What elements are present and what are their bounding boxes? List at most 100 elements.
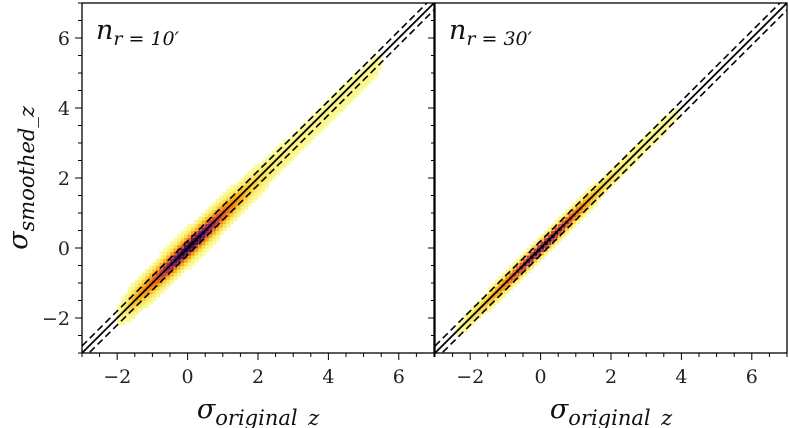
- density-cell: [596, 181, 602, 186]
- density-cell: [456, 325, 461, 330]
- density-cell: [229, 216, 234, 221]
- density-cell: [148, 279, 153, 284]
- density-cell: [533, 262, 538, 267]
- density-cell: [537, 237, 542, 242]
- density-cell: [145, 290, 150, 295]
- density-cell: [565, 213, 570, 218]
- density-cell: [201, 248, 206, 253]
- density-cell: [258, 167, 263, 172]
- density-cell: [611, 171, 616, 176]
- density-cell: [533, 255, 538, 260]
- density-cell: [194, 234, 199, 239]
- density-cell: [222, 192, 227, 197]
- density-cell: [603, 188, 609, 193]
- density-cell: [456, 332, 461, 337]
- density-cell: [170, 265, 175, 270]
- density-cell: [670, 111, 675, 116]
- density-cell: [618, 174, 623, 179]
- density-cell: [314, 122, 319, 127]
- density-cell: [646, 136, 651, 141]
- density-cell: [289, 157, 294, 162]
- density-cell: [338, 108, 344, 113]
- density-cell: [265, 171, 270, 176]
- density-cell: [494, 300, 499, 305]
- density-cell: [180, 262, 185, 267]
- density-cell: [159, 276, 164, 281]
- x-tick-label: 6: [746, 366, 758, 388]
- density-cell: [226, 202, 231, 207]
- density-cell: [180, 244, 185, 249]
- density-cell: [561, 220, 566, 225]
- dashed-offset-line: [82, 3, 429, 347]
- density-cell: [317, 111, 322, 116]
- density-cell: [335, 104, 340, 109]
- density-cell: [611, 178, 616, 183]
- density-cell: [254, 195, 259, 200]
- density-cell: [575, 199, 580, 204]
- density-cell: [173, 248, 178, 253]
- density-cell: [194, 227, 199, 232]
- panel-left: −2 0 2 4 6 −2 0 2 4 6 nr = 10′: [42, 2, 435, 388]
- density-cell: [501, 279, 506, 284]
- density-cell: [187, 251, 192, 256]
- density-cell: [145, 272, 150, 277]
- density-cell: [582, 213, 587, 218]
- density-cell: [547, 248, 552, 253]
- density-cell: [134, 286, 139, 291]
- density-cell: [219, 223, 224, 228]
- density-cell: [155, 290, 161, 295]
- x-axis-label-right: σoriginal_z: [550, 394, 673, 428]
- density-cell: [279, 150, 284, 155]
- density-cell: [215, 234, 220, 239]
- density-cell: [498, 290, 503, 295]
- density-cell: [275, 146, 280, 151]
- density-cell: [261, 174, 266, 179]
- density-cell: [466, 321, 471, 326]
- density-cell: [642, 150, 647, 155]
- density-cell: [134, 300, 139, 305]
- density-cell: [614, 174, 619, 179]
- density-cell: [170, 241, 175, 246]
- density-cell: [138, 297, 143, 302]
- density-cell: [480, 307, 485, 312]
- density-cell: [222, 195, 227, 200]
- y-tick-label: 4: [58, 98, 70, 120]
- panel-label-sub-right: r = 30′: [466, 28, 532, 50]
- density-cell: [286, 150, 291, 155]
- density-cell: [554, 227, 559, 232]
- density-cell: [247, 188, 252, 193]
- density-cell: [575, 206, 580, 211]
- density-cell: [558, 237, 563, 242]
- density-cell: [642, 139, 647, 144]
- density-cell: [342, 94, 347, 99]
- density-cell: [572, 220, 577, 225]
- density-cell: [201, 227, 206, 232]
- density-cell: [191, 255, 196, 260]
- density-cell: [565, 227, 570, 232]
- density-cell: [331, 111, 337, 116]
- density-cell: [544, 251, 549, 256]
- density-cell: [134, 283, 139, 288]
- density-cell: [226, 192, 231, 197]
- density-cell: [152, 297, 157, 302]
- density-cell: [338, 90, 344, 95]
- density-cell: [198, 255, 203, 260]
- density-cell: [459, 328, 464, 333]
- density-cell: [134, 311, 139, 316]
- density-cell: [667, 122, 672, 127]
- density-cell: [138, 283, 143, 288]
- density-cell: [265, 178, 270, 183]
- density-cell: [134, 304, 139, 309]
- density-cell: [551, 230, 556, 235]
- density-cell: [212, 206, 217, 211]
- density-cell: [530, 258, 535, 263]
- density-cell: [148, 297, 153, 302]
- density-cell: [530, 265, 535, 270]
- density-cell: [243, 195, 249, 200]
- density-cell: [141, 286, 146, 291]
- density-cell: [166, 276, 171, 281]
- density-cell: [250, 178, 256, 183]
- density-cell: [240, 209, 245, 214]
- density-cell: [473, 314, 478, 319]
